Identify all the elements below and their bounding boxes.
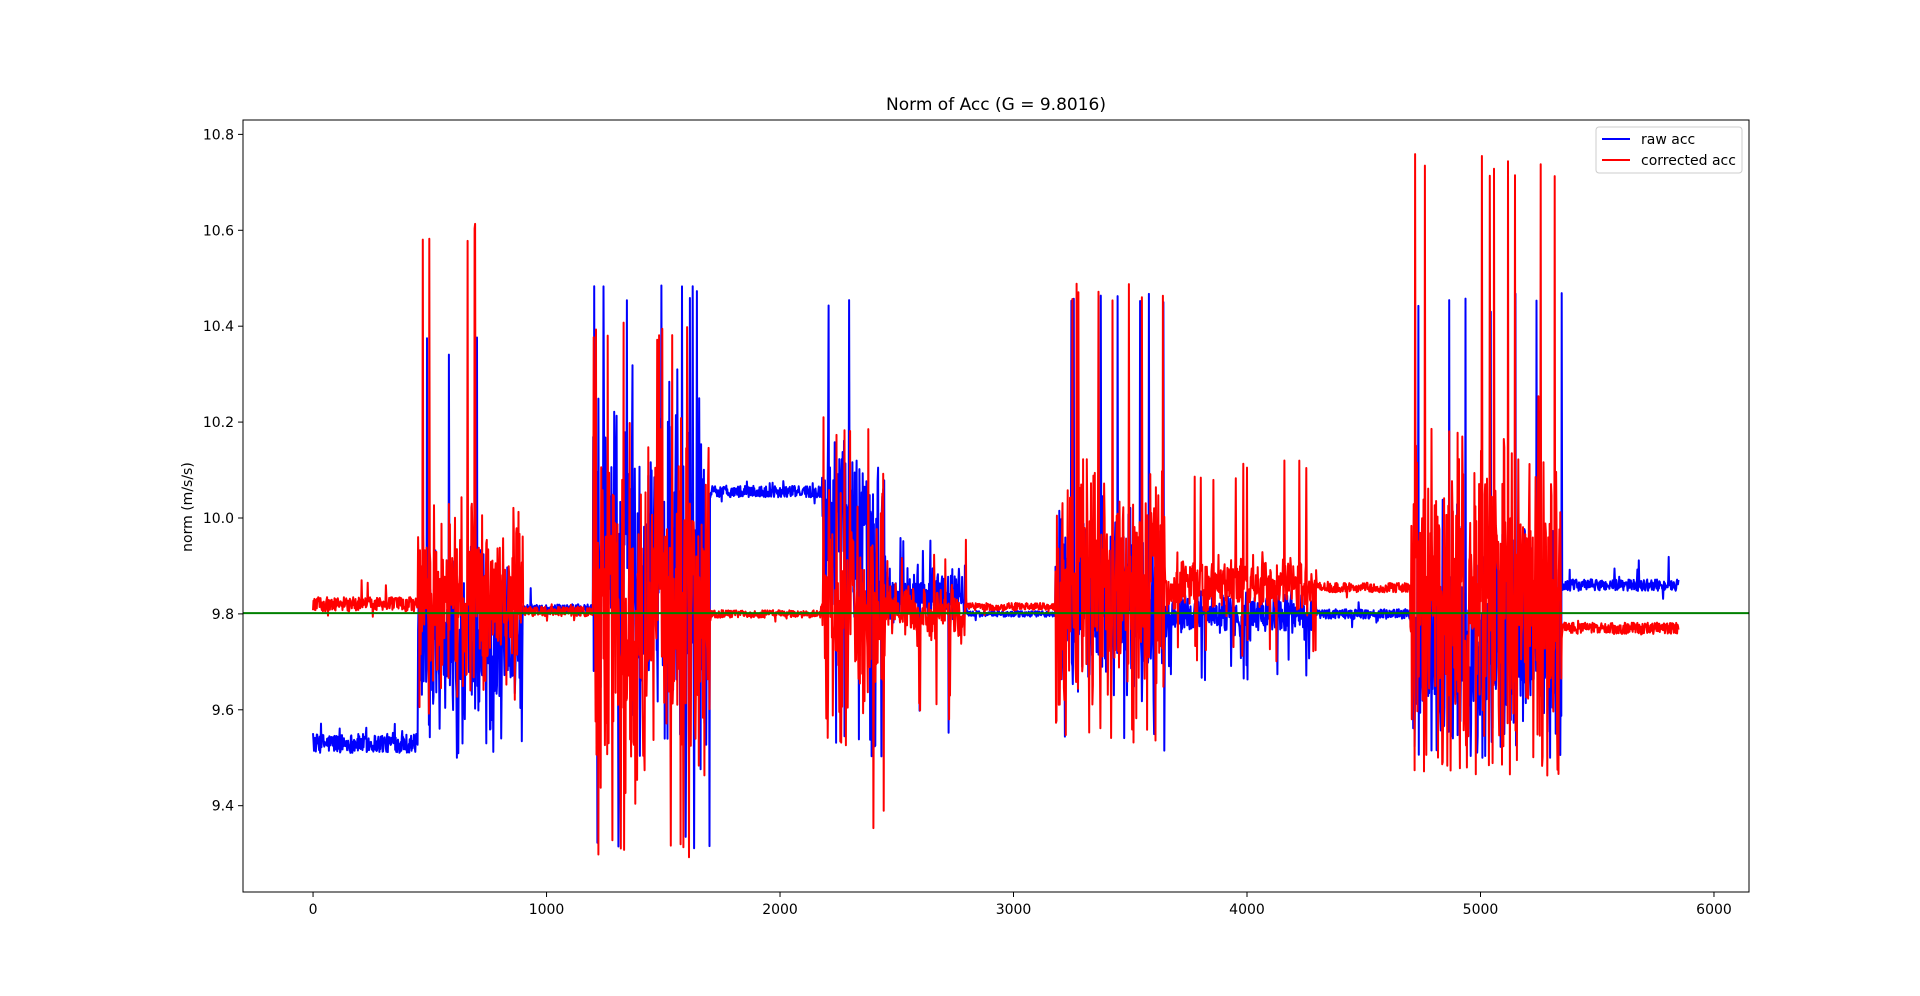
legend: raw acc corrected acc — [1595, 126, 1743, 174]
x-axis: 0 1000 2000 3000 4000 5000 6000 — [309, 892, 1732, 918]
y-tick-label: 9.8 — [212, 607, 234, 623]
x-tick-label: 0 — [309, 902, 318, 918]
x-tick-label: 6000 — [1696, 902, 1732, 918]
series-line-corrected-acc — [312, 153, 1680, 859]
x-tick-label: 3000 — [996, 902, 1032, 918]
y-tick-label: 9.4 — [212, 799, 234, 815]
y-axis: 9.4 9.6 9.8 10.0 10.2 10.4 10.6 10.8 — [203, 127, 243, 815]
x-tick-label: 2000 — [762, 902, 798, 918]
y-axis-label: norm (m/s/s) — [180, 462, 196, 552]
y-tick-label: 10.2 — [203, 415, 234, 431]
legend-box — [1595, 126, 1743, 174]
y-tick-label: 9.6 — [212, 703, 234, 719]
legend-label-corrected-acc: corrected acc — [1641, 153, 1736, 169]
y-tick-label: 10.0 — [203, 511, 234, 527]
chart-title: Norm of Acc (G = 9.8016) — [886, 95, 1106, 115]
plot-frame — [242, 119, 1750, 893]
y-tick-label: 10.6 — [203, 223, 234, 239]
y-tick-label: 10.8 — [203, 127, 234, 143]
x-tick-label: 5000 — [1463, 902, 1499, 918]
x-tick-label: 4000 — [1229, 902, 1265, 918]
y-tick-label: 10.4 — [203, 319, 234, 335]
x-tick-label: 1000 — [529, 902, 565, 918]
legend-label-raw-acc: raw acc — [1641, 132, 1695, 148]
